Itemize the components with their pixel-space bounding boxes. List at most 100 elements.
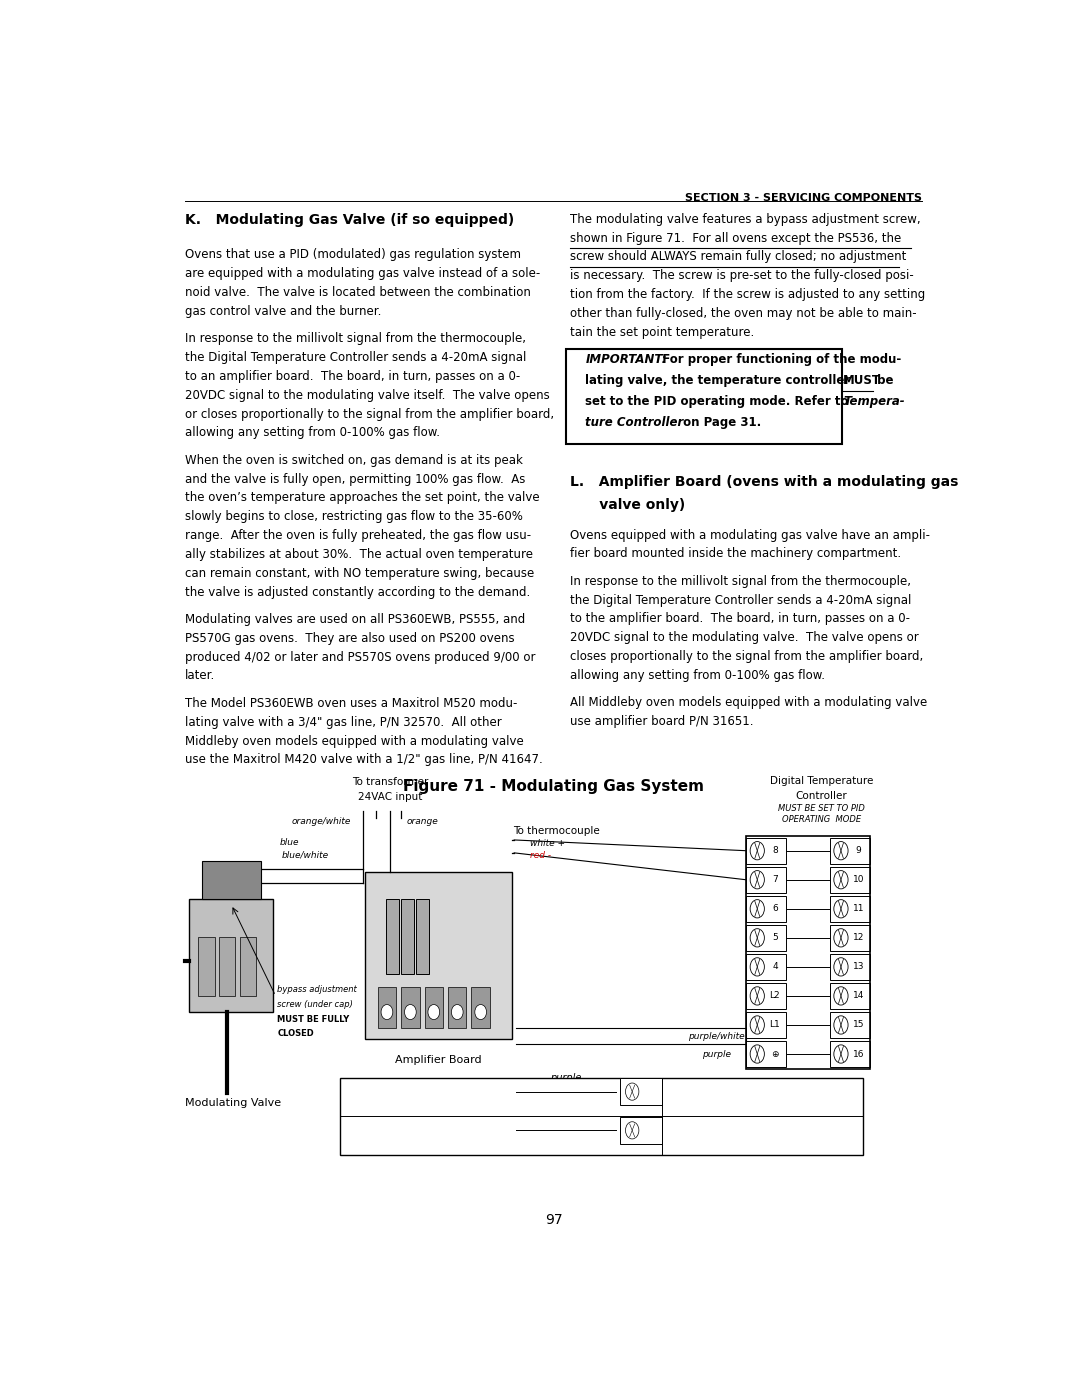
- Text: IMPORTANT:: IMPORTANT:: [585, 353, 666, 366]
- Circle shape: [834, 1016, 848, 1034]
- Bar: [829, 1011, 869, 1038]
- Text: ally stabilizes at about 30%.  The actual oven temperature: ally stabilizes at about 30%. The actual…: [186, 548, 534, 562]
- Text: the Digital Temperature Controller sends a 4-20mA signal: the Digital Temperature Controller sends…: [570, 594, 912, 606]
- Circle shape: [751, 986, 765, 1004]
- Text: 14: 14: [853, 992, 864, 1000]
- Text: Middleby oven models equipped with a modulating valve: Middleby oven models equipped with a mod…: [186, 735, 524, 747]
- Bar: [829, 983, 869, 1009]
- Text: allowing any setting from 0-100% gas flow.: allowing any setting from 0-100% gas flo…: [186, 426, 441, 439]
- Text: L.   Amplifier Board (ovens with a modulating gas: L. Amplifier Board (ovens with a modulat…: [570, 475, 959, 489]
- Bar: [829, 1041, 869, 1067]
- Text: L1: L1: [770, 1020, 781, 1030]
- Text: range.  After the oven is fully preheated, the gas flow usu-: range. After the oven is fully preheated…: [186, 529, 531, 542]
- Bar: [829, 895, 869, 922]
- Circle shape: [405, 1004, 416, 1020]
- Bar: [746, 838, 786, 863]
- Text: purple: purple: [702, 1049, 731, 1059]
- Text: or closes proportionally to the signal from the amplifier board,: or closes proportionally to the signal f…: [186, 408, 554, 420]
- Text: 9: 9: [855, 847, 862, 855]
- Text: is necessary.  The screw is pre-set to the fully-closed posi-: is necessary. The screw is pre-set to th…: [570, 270, 914, 282]
- Bar: [746, 983, 786, 1009]
- Text: Digital Temperature: Digital Temperature: [770, 777, 873, 787]
- Bar: [746, 868, 786, 893]
- Text: orange/white: orange/white: [292, 817, 351, 826]
- Text: All Middleby oven models equipped with a modulating valve: All Middleby oven models equipped with a…: [570, 696, 928, 710]
- Bar: [620, 1078, 662, 1105]
- Bar: [746, 1011, 786, 1038]
- Text: 20VDC signal to the modulating valve.  The valve opens or: 20VDC signal to the modulating valve. Th…: [570, 631, 919, 644]
- Bar: [198, 937, 215, 996]
- Text: purple/white: purple/white: [536, 1112, 597, 1122]
- Text: To amplifier board terminal 6: To amplifier board terminal 6: [349, 1087, 510, 1097]
- Text: allowing any setting from 0-100% gas flow.: allowing any setting from 0-100% gas flo…: [570, 669, 825, 682]
- Text: PS570G gas ovens.  They are also used on PS200 ovens: PS570G gas ovens. They are also used on …: [186, 631, 515, 645]
- Circle shape: [751, 929, 765, 947]
- Text: use the Maxitrol M420 valve with a 1/2" gas line, P/N 41647.: use the Maxitrol M420 valve with a 1/2" …: [186, 753, 543, 767]
- Text: MUST BE SET TO PID: MUST BE SET TO PID: [778, 805, 865, 813]
- Text: produced 4/02 or later and PS570S ovens produced 9/00 or: produced 4/02 or later and PS570S ovens …: [186, 651, 536, 664]
- Bar: [746, 925, 786, 951]
- Text: ture Controller: ture Controller: [585, 416, 684, 429]
- Text: K.   Modulating Gas Valve (if so equipped): K. Modulating Gas Valve (if so equipped): [186, 212, 514, 226]
- Circle shape: [381, 1004, 393, 1020]
- Text: 11: 11: [853, 904, 864, 914]
- Text: use amplifier board P/N 31651.: use amplifier board P/N 31651.: [570, 715, 754, 728]
- Bar: [829, 925, 869, 951]
- Bar: [416, 900, 429, 975]
- Bar: [566, 349, 842, 444]
- Text: In response to the millivolt signal from the thermocouple,: In response to the millivolt signal from…: [186, 332, 526, 345]
- Text: gas control valve and the burner.: gas control valve and the burner.: [186, 305, 381, 317]
- Text: and the valve is fully open, permitting 100% gas flow.  As: and the valve is fully open, permitting …: [186, 472, 526, 486]
- Text: blue: blue: [280, 838, 299, 847]
- Text: on Page 31.: on Page 31.: [679, 416, 761, 429]
- Circle shape: [475, 1004, 486, 1020]
- Bar: [424, 988, 443, 1028]
- Text: to the amplifier board.  The board, in turn, passes on a 0-: to the amplifier board. The board, in tu…: [570, 612, 910, 626]
- Bar: [189, 900, 273, 1011]
- Text: purple/white: purple/white: [688, 1032, 745, 1041]
- Circle shape: [428, 1004, 440, 1020]
- Bar: [218, 937, 235, 996]
- Text: red -: red -: [530, 851, 551, 859]
- Circle shape: [834, 929, 848, 947]
- Bar: [401, 988, 420, 1028]
- Circle shape: [834, 900, 848, 918]
- Text: bypass adjustment: bypass adjustment: [278, 985, 357, 995]
- Text: lating valve with a 3/4" gas line, P/N 32570.  All other: lating valve with a 3/4" gas line, P/N 3…: [186, 715, 502, 729]
- Text: To thermocouple: To thermocouple: [513, 827, 600, 837]
- Circle shape: [751, 1016, 765, 1034]
- Text: closes proportionally to the signal from the amplifier board,: closes proportionally to the signal from…: [570, 650, 923, 664]
- Text: be: be: [874, 374, 894, 387]
- Bar: [340, 1077, 863, 1155]
- Bar: [746, 1041, 786, 1067]
- Text: For proper functioning of the modu-: For proper functioning of the modu-: [653, 353, 901, 366]
- Text: The Model PS360EWB oven uses a Maxitrol M520 modu-: The Model PS360EWB oven uses a Maxitrol …: [186, 697, 517, 710]
- Text: To transformer: To transformer: [352, 777, 429, 788]
- Text: Modulating Valve: Modulating Valve: [186, 1098, 282, 1108]
- Text: set to the PID operating mode. Refer to: set to the PID operating mode. Refer to: [585, 395, 853, 408]
- Circle shape: [751, 841, 765, 859]
- Text: purple: purple: [551, 1073, 582, 1083]
- Bar: [829, 838, 869, 863]
- Text: 7: 7: [772, 876, 778, 884]
- Text: 5: 5: [772, 933, 778, 943]
- Bar: [365, 872, 512, 1039]
- Text: MUST BE FULLY: MUST BE FULLY: [278, 1016, 350, 1024]
- Circle shape: [451, 1004, 463, 1020]
- Text: OPERATING  MODE: OPERATING MODE: [782, 814, 861, 824]
- Text: 16: 16: [853, 1049, 864, 1059]
- Text: Modulating valves are used on all PS360EWB, PS555, and: Modulating valves are used on all PS360E…: [186, 613, 526, 626]
- Text: 15: 15: [853, 1020, 864, 1030]
- Text: 20VDC signal to the modulating valve itself.  The valve opens: 20VDC signal to the modulating valve its…: [186, 388, 550, 402]
- Circle shape: [834, 841, 848, 859]
- Text: orange: orange: [407, 817, 438, 826]
- Text: valve only): valve only): [570, 499, 686, 513]
- Text: Tempera-: Tempera-: [843, 395, 905, 408]
- Text: to an amplifier board.  The board, in turn, passes on a 0-: to an amplifier board. The board, in tur…: [186, 370, 521, 383]
- Bar: [378, 988, 396, 1028]
- Text: later.: later.: [186, 669, 216, 683]
- Text: white +: white +: [530, 838, 565, 848]
- Bar: [387, 900, 399, 975]
- Text: ⊕: ⊕: [771, 1049, 779, 1059]
- Text: To amplifier board terminal 5: To amplifier board terminal 5: [349, 1126, 510, 1136]
